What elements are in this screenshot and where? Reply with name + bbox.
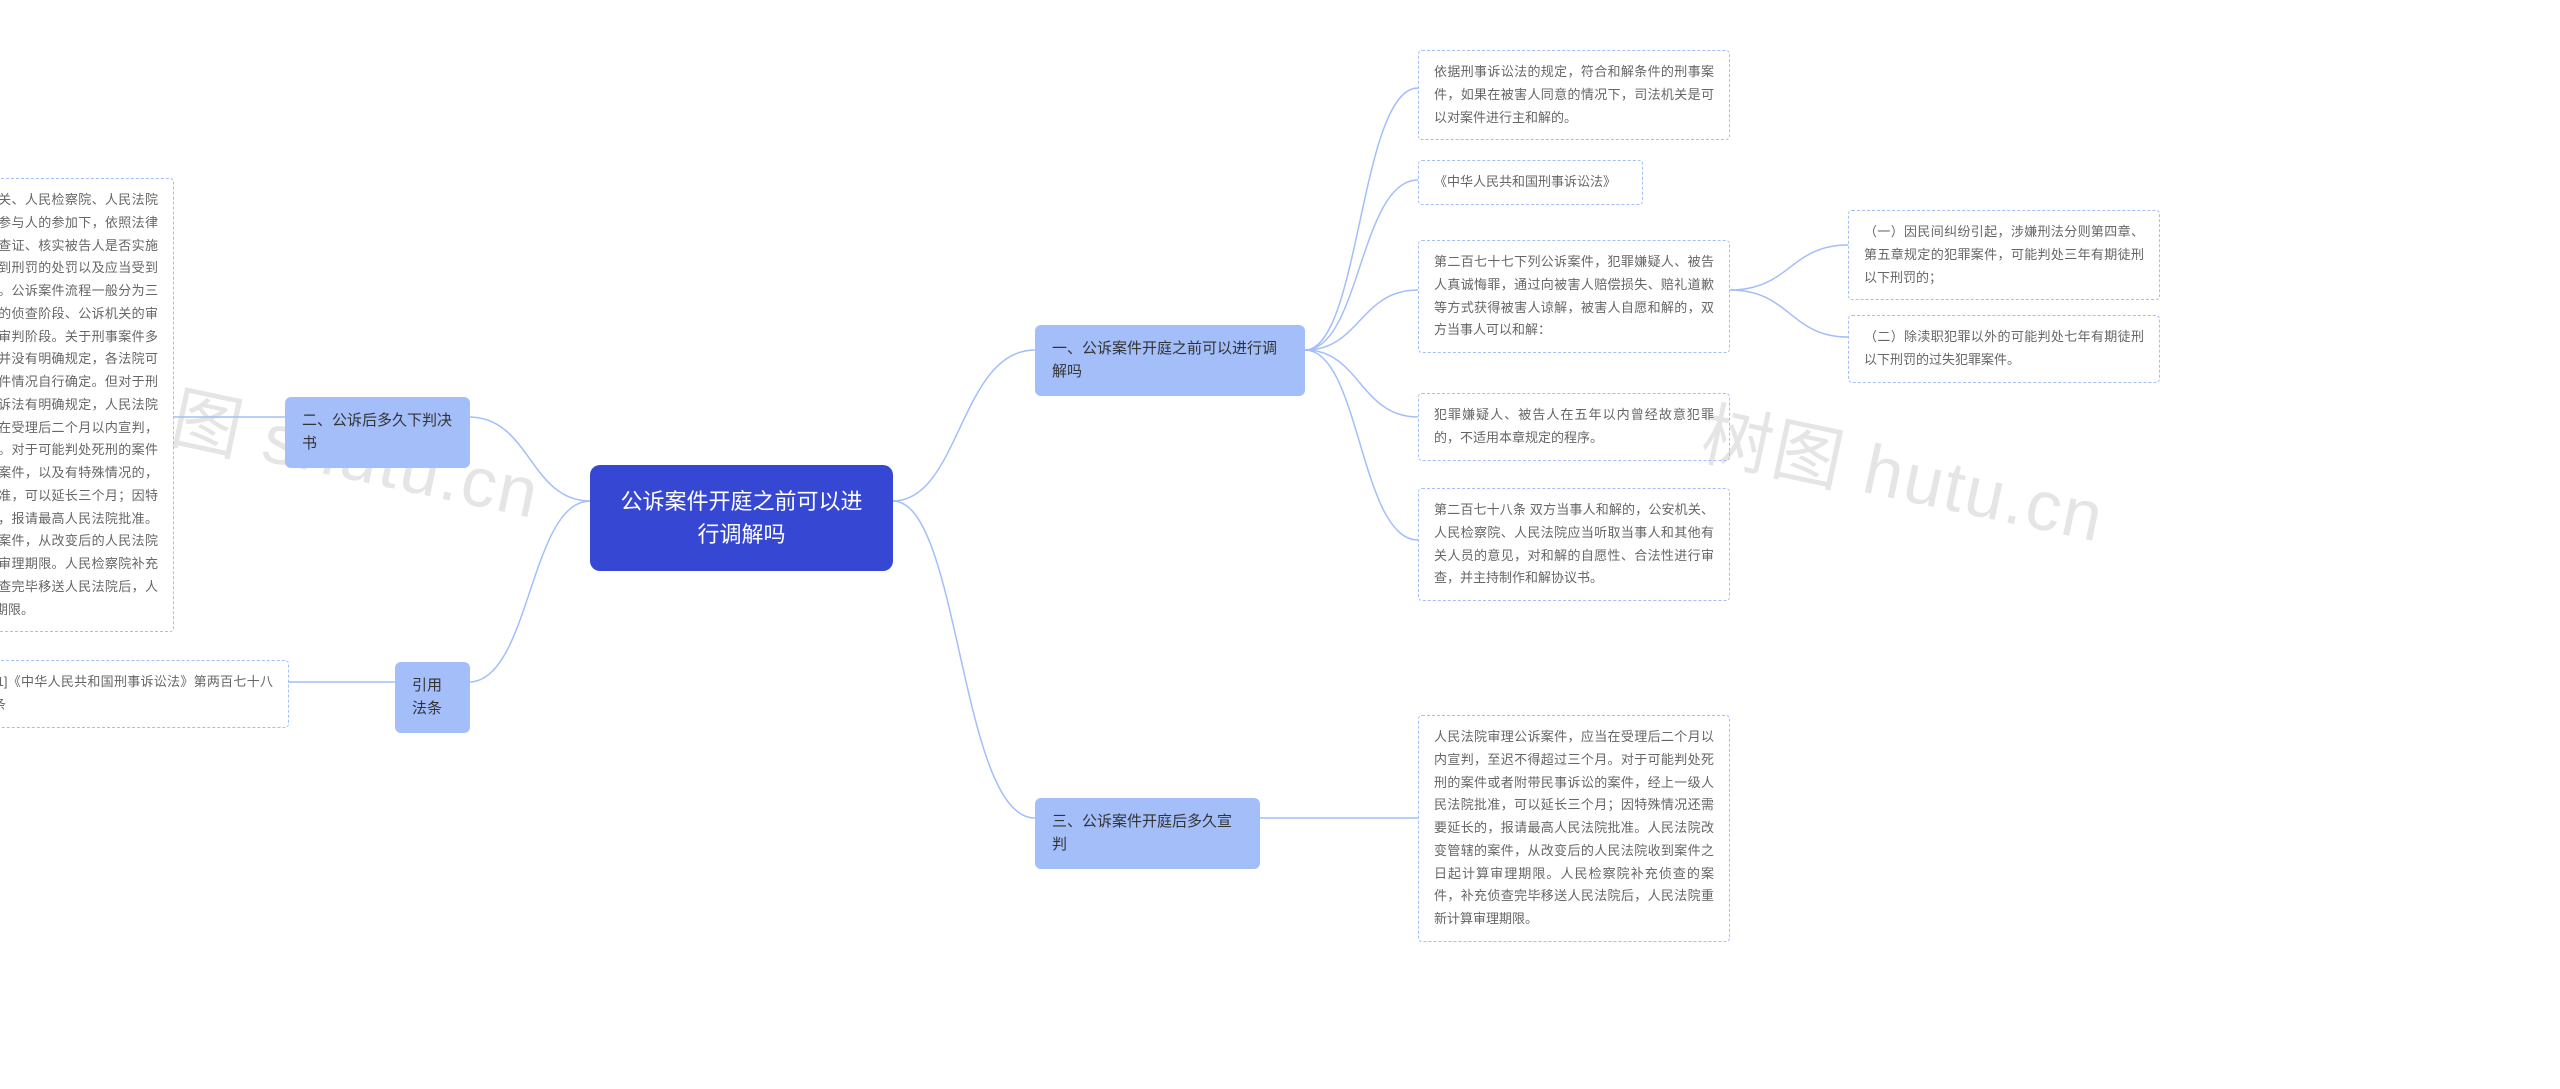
b1-leaf-4: 犯罪嫌疑人、被告人在五年以内曾经故意犯罪的，不适用本章规定的程序。: [1418, 393, 1730, 461]
connector-lines: [0, 0, 2560, 1089]
branch-3: 三、公诉案件开庭后多久宣判: [1035, 798, 1260, 869]
b1-leaf-3: 第二百七十七下列公诉案件，犯罪嫌疑人、被告人真诚悔罪，通过向被害人赔偿损失、赔礼…: [1418, 240, 1730, 353]
branch-4: 引用法条: [395, 662, 470, 733]
center-node: 公诉案件开庭之前可以进行调解吗: [590, 465, 893, 571]
center-text: 公诉案件开庭之前可以进行调解吗: [620, 489, 862, 547]
branch-1-text: 一、公诉案件开庭之前可以进行调解吗: [1052, 340, 1277, 380]
b1-leaf-3b: （二）除渎职犯罪以外的可能判处七年有期徒刑以下刑罚的过失犯罪案件。: [1848, 315, 2160, 383]
branch-2: 二、公诉后多久下判决书: [285, 397, 470, 468]
b1-leaf-3a: （一）因民间纠纷引起，涉嫌刑法分则第四章、第五章规定的犯罪案件，可能判处三年有期…: [1848, 210, 2160, 300]
branch-3-text: 三、公诉案件开庭后多久宣判: [1052, 813, 1232, 853]
b4-leaf-1: [1]《中华人民共和国刑事诉讼法》第两百七十八条: [0, 660, 289, 728]
branch-4-text: 引用法条: [412, 677, 442, 717]
branch-2-text: 二、公诉后多久下判决书: [302, 412, 452, 452]
b1-leaf-5: 第二百七十八条 双方当事人和解的，公安机关、人民检察院、人民法院应当听取当事人和…: [1418, 488, 1730, 601]
b1-leaf-2: 《中华人民共和国刑事诉讼法》: [1418, 160, 1643, 205]
b3-leaf-1: 人民法院审理公诉案件，应当在受理后二个月以内宣判，至迟不得超过三个月。对于可能判…: [1418, 715, 1730, 942]
b1-leaf-1: 依据刑事诉讼法的规定，符合和解条件的刑事案件，如果在被害人同意的情况下，司法机关…: [1418, 50, 1730, 140]
watermark: 树图 hutu.cn: [1694, 379, 2115, 563]
b2-leaf-1: 刑事诉讼是指公安机关、人民检察院、人民法院在当事人及其他诉讼参与人的参加下，依照…: [0, 178, 174, 632]
branch-1: 一、公诉案件开庭之前可以进行调解吗: [1035, 325, 1305, 396]
